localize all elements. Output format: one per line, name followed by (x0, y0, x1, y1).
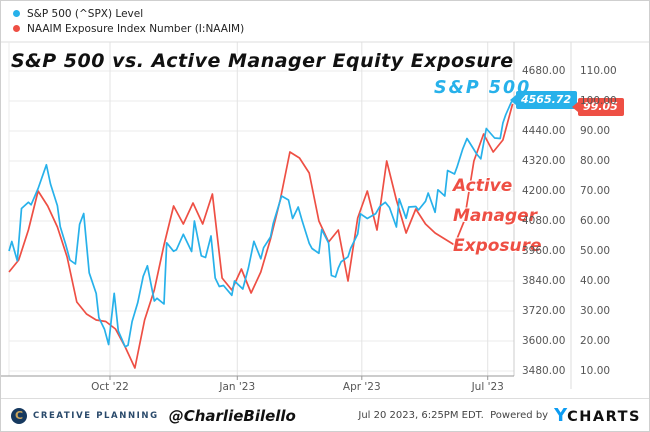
chart-title: S&P 500 vs. Active Manager Equity Exposu… (11, 50, 514, 72)
annotation-naaim-line3: Exposure (453, 236, 542, 256)
creative-planning-logo: C CREATIVE PLANNING (11, 407, 159, 424)
ytick-spx: 4440.00 (522, 125, 566, 137)
ytick-naaim: 70.00 (580, 185, 611, 197)
ytick-naaim: 50.00 (580, 245, 611, 257)
annotation-naaim-line1: Active (453, 176, 513, 196)
ycharts-logo: Y CHARTS (554, 405, 641, 426)
ytick-naaim: 110.00 (580, 65, 617, 77)
annotation-naaim-line2: Manager (453, 206, 538, 226)
last-value-badge-naaim: 99.05 (572, 97, 624, 116)
footer-right: Jul 20 2023, 6:25PM EDT. Powered by Y CH… (358, 405, 641, 426)
ytick-naaim: 100.00 (580, 95, 617, 107)
series-line-naaim (8, 103, 514, 369)
ytick-naaim: 40.00 (580, 275, 611, 287)
ytick-naaim: 60.00 (580, 215, 611, 227)
legend-dot-naaim-icon (13, 25, 20, 32)
xtick-month: Jul '23 (471, 381, 504, 393)
ytick-spx: 3720.00 (522, 305, 566, 317)
twitter-handle: @CharlieBilello (168, 406, 296, 425)
legend-item-naaim: NAAIM Exposure Index Number (I:NAAIM) (9, 21, 244, 36)
ytick-naaim: 80.00 (580, 155, 611, 167)
ytick-naaim: 30.00 (580, 305, 611, 317)
footer: C CREATIVE PLANNING @CharlieBilello Jul … (1, 398, 649, 431)
badge-naaim-value: 99.05 (583, 99, 618, 113)
series-line-spx (8, 98, 515, 348)
xtick-month: Jan '23 (219, 381, 256, 393)
xtick-month: Oct '22 (91, 381, 129, 393)
legend-label-spx: S&P 500 (^SPX) Level (27, 7, 144, 20)
ytick-spx: 3600.00 (522, 335, 566, 347)
ytick-naaim: 10.00 (580, 365, 611, 377)
ytick-naaim: 90.00 (580, 125, 611, 137)
ytick-spx: 4680.00 (522, 65, 566, 77)
legend: S&P 500 (^SPX) Level NAAIM Exposure Inde… (9, 6, 244, 36)
annotation-spx: S&P 500 (434, 78, 532, 98)
legend-dot-spx-icon (13, 10, 20, 17)
last-value-badge-spx: 4565.72 (510, 90, 578, 109)
ytick-spx: 4320.00 (522, 155, 566, 167)
badge-arrow-left-icon (572, 101, 578, 112)
ycharts-charts: CHARTS (567, 409, 641, 425)
annotation-naaim: Active Manager Exposure (453, 171, 542, 261)
ytick-naaim: 20.00 (580, 335, 611, 347)
ytick-spx: 3480.00 (522, 365, 566, 377)
creative-planning-wordmark: CREATIVE PLANNING (33, 410, 159, 421)
ytick-spx: 3960.00 (522, 245, 566, 257)
badge-arrow-left-icon (510, 94, 516, 105)
legend-label-naaim: NAAIM Exposure Index Number (I:NAAIM) (27, 22, 245, 35)
ytick-spx: 3840.00 (522, 275, 566, 287)
badge-spx-value: 4565.72 (521, 92, 572, 106)
xtick-month: Apr '23 (342, 381, 381, 393)
ycharts-y: Y (554, 405, 568, 426)
timestamp: Jul 20 2023, 6:25PM EDT. Powered by (358, 410, 549, 421)
ytick-spx: 4200.00 (522, 185, 566, 197)
ytick-spx: 4080.00 (522, 215, 566, 227)
legend-item-spx: S&P 500 (^SPX) Level (9, 6, 244, 21)
creative-planning-mark-icon: C (11, 407, 27, 424)
